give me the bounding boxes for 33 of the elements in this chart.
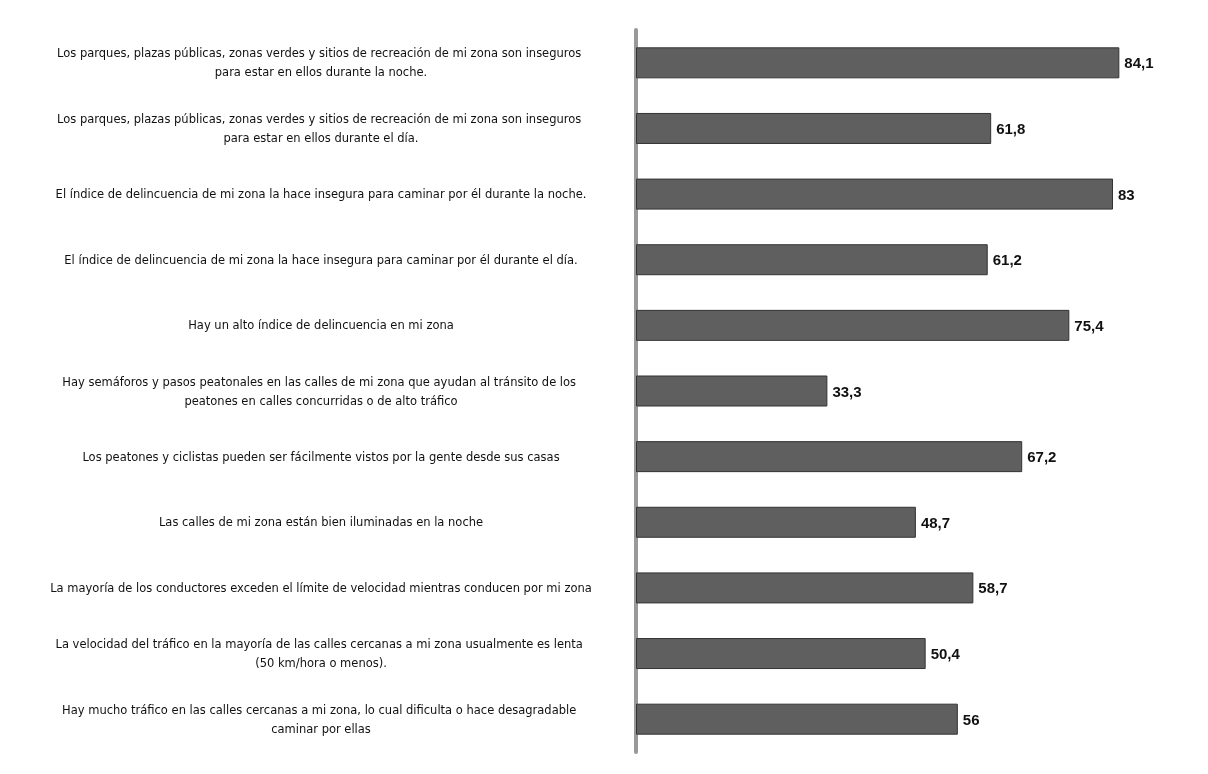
bar <box>636 244 988 276</box>
bar <box>636 309 1070 341</box>
data-label: 83 <box>1118 185 1135 203</box>
y-tick-label: La velocidad del tráfico en la mayoría de las calles cercanas a mi zona usualmente es lenta (50 km/hora o menos). <box>55 637 587 671</box>
y-tick-label: Los peatones y ciclistas pueden ser fácilmente vistos por la gente desde sus casas <box>82 449 560 464</box>
data-label: 61,2 <box>992 251 1022 269</box>
y-tick-label: El índice de delincuencia de mi zona la hace insegura para caminar por él durante la noche. <box>55 187 587 202</box>
data-label: 50,4 <box>930 645 961 663</box>
bar <box>636 112 992 144</box>
bar <box>636 375 828 407</box>
y-tick-label: La mayoría de los conductores exceden el límite de velocidad mientras conducen por mi zona <box>50 580 592 595</box>
data-label: 58,7 <box>978 579 1008 597</box>
y-tick-label: Hay semáforos y pasos peatonales en las calles de mi zona que ayudan al tránsito de los peatones en calles concurridas o de alto tráfico <box>62 374 580 408</box>
data-label: 56 <box>962 710 980 728</box>
y-tick-label: Hay mucho tráfico en las calles cercanas a mi zona, lo cual dificulta o hace desagradable caminar por ellas <box>62 702 580 736</box>
y-tick-label: Los parques, plazas públicas, zonas verdes y sitios de recreación de mi zona son inseguros para estar en ellos durante la noche. <box>57 46 585 80</box>
bar <box>636 638 926 670</box>
y-tick-label: Las calles de mi zona están bien iluminadas en la noche <box>158 515 484 530</box>
y-tick-label: Hay un alto índice de delincuencia en mi zona <box>188 318 454 333</box>
bar <box>636 572 974 604</box>
bar <box>636 178 1114 210</box>
data-label: 33,3 <box>832 382 862 400</box>
data-label: 67,2 <box>1027 448 1057 466</box>
y-tick-label: El índice de delincuencia de mi zona la hace insegura para caminar por él durante el día. <box>64 252 578 267</box>
bar <box>636 703 958 735</box>
data-label: 61,8 <box>996 119 1026 137</box>
y-tick-label: Los parques, plazas públicas, zonas verdes y sitios de recreación de mi zona son inseguros para estar en ellos durante el día. <box>57 111 585 145</box>
data-label: 48,7 <box>920 513 951 531</box>
bar <box>636 441 1023 473</box>
data-label: 84,1 <box>1124 54 1154 72</box>
data-label: 75,4 <box>1074 316 1105 334</box>
bar <box>636 506 916 538</box>
bar <box>636 47 1120 79</box>
